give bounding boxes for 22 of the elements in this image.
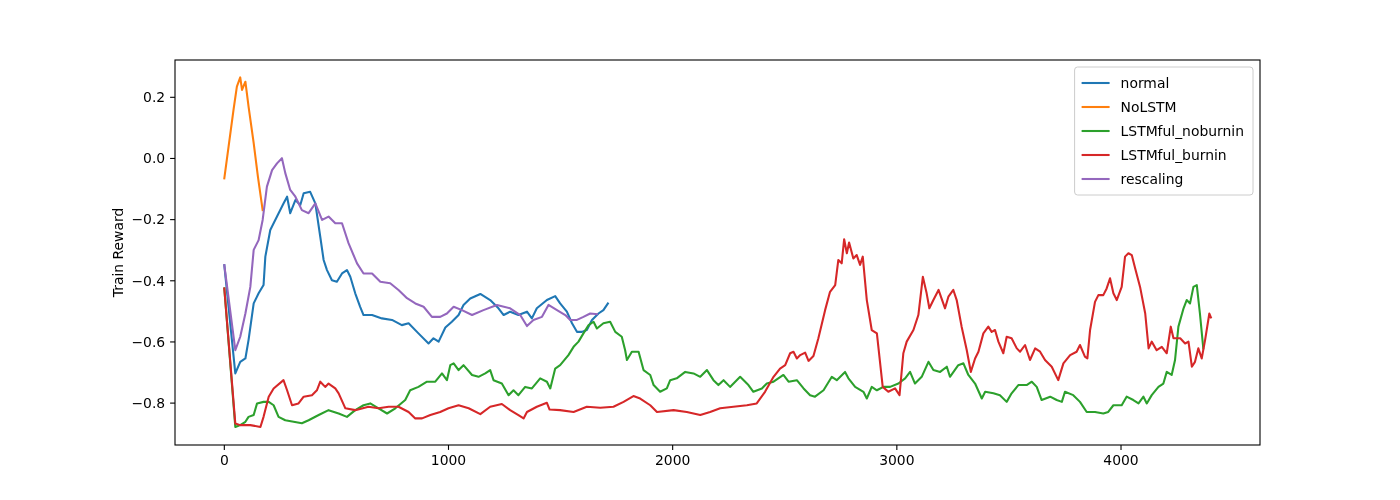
- legend-label: NoLSTM: [1120, 98, 1177, 115]
- line-series: [223, 190, 609, 375]
- line-series: [223, 157, 598, 352]
- y-tick-label: 0.2: [143, 89, 166, 106]
- y-tick-label: −0.6: [131, 333, 166, 350]
- y-axis-title: Train Reward: [109, 207, 126, 299]
- x-tick-label: 4000: [1103, 452, 1139, 469]
- legend-label: LSTMful_noburnin: [1120, 122, 1244, 139]
- legend-label: LSTMful_burnin: [1120, 146, 1227, 163]
- x-tick-label: 3000: [879, 452, 915, 469]
- line-series: [223, 238, 1212, 428]
- y-tick-label: −0.8: [131, 394, 166, 411]
- legend-label: rescaling: [1120, 170, 1184, 187]
- y-tick-label: 0.0: [143, 150, 166, 167]
- line-series: [223, 284, 1205, 428]
- legend-label: normal: [1120, 74, 1170, 91]
- y-tick-label: −0.2: [131, 211, 166, 228]
- x-tick-label: 2000: [654, 452, 691, 469]
- y-tick-label: −0.4: [131, 272, 166, 289]
- x-tick-label: 1000: [430, 452, 467, 469]
- x-tick-label: 0: [219, 452, 229, 469]
- line-series: [223, 76, 264, 212]
